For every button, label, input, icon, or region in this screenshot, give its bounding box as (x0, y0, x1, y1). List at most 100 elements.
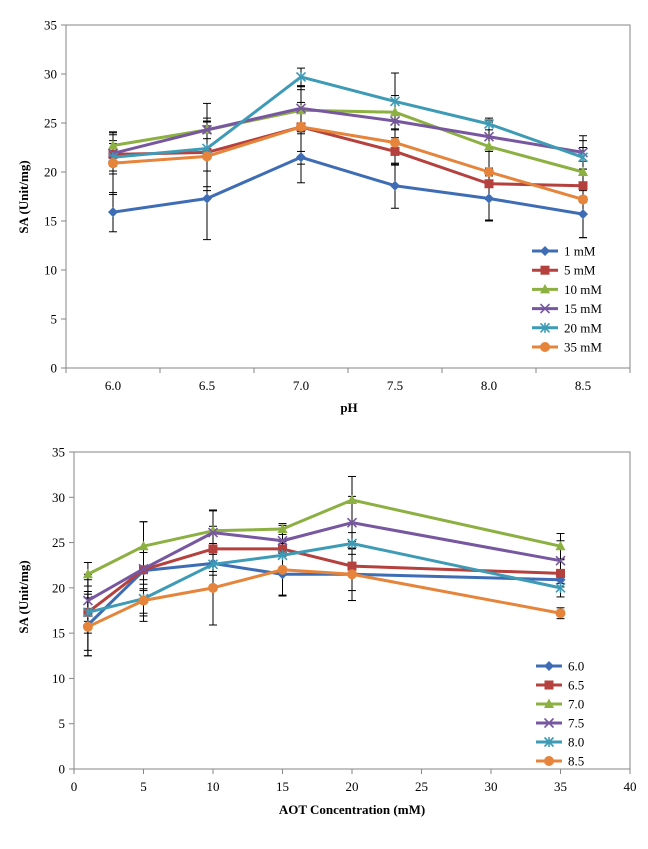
legend-marker (540, 283, 550, 294)
y-axis-title: SA (Unit/mg) (16, 160, 31, 233)
data-point (390, 146, 400, 156)
data-point (578, 181, 588, 191)
data-point (347, 569, 357, 580)
legend-marker (544, 680, 554, 690)
x-tick-label: 25 (415, 779, 428, 794)
series-line (87, 568, 561, 629)
legend-marker (540, 265, 550, 275)
y-tick-label: 15 (44, 214, 57, 229)
data-point (296, 121, 306, 132)
legend-label: 7.0 (568, 697, 584, 712)
y-tick-label: 5 (51, 312, 58, 327)
data-point (295, 71, 307, 83)
legend-label: 7.5 (568, 716, 584, 731)
x-tick-label: 7.0 (293, 378, 309, 393)
legend-marker (539, 303, 551, 314)
data-point (138, 563, 149, 574)
data-point (555, 608, 566, 619)
y-tick-label: 5 (59, 716, 66, 731)
legend-label: 1 mM (564, 244, 596, 259)
ph-chart: pH SA (Unit/mg) 0 5 10 15 20 25 30 35 6.0 6.5 7.0 7… (16, 18, 631, 415)
legend-marker (544, 756, 554, 766)
x-tick-label: 40 (624, 779, 637, 794)
series-line (112, 106, 584, 155)
x-tick-label: 8.0 (481, 378, 497, 393)
data-point (483, 131, 495, 142)
y-tick-label: 20 (44, 165, 57, 180)
y-tick-label: 35 (52, 445, 65, 460)
data-point (82, 621, 93, 632)
legend-label: 15 mM (564, 301, 602, 316)
x-tick-label: 6.0 (105, 378, 121, 393)
data-point (555, 555, 566, 566)
legend-marker (540, 342, 550, 352)
data-point (483, 118, 495, 130)
data-point (108, 140, 118, 150)
x-tick-label: 30 (485, 779, 498, 794)
data-point (390, 137, 400, 148)
y-tick-label: 0 (59, 762, 66, 777)
data-point (577, 152, 589, 163)
x-axis-title: AOT Concentration (mM) (279, 802, 425, 817)
data-point (138, 540, 149, 551)
x-tick-label: 35 (554, 779, 567, 794)
data-point (82, 607, 93, 618)
data-point (578, 209, 588, 220)
data-point (138, 595, 149, 606)
aot-chart: AOT Concentration (mM) SA (Unit/mg) 0 5 10… (16, 445, 637, 818)
data-point (389, 115, 401, 127)
series-line (112, 125, 584, 188)
legend-marker (544, 698, 554, 708)
legend-marker (539, 322, 551, 333)
data-point (346, 538, 358, 549)
x-tick-label: 5 (140, 779, 147, 794)
y-tick-label: 20 (52, 580, 65, 595)
x-tick-label: 15 (276, 779, 289, 794)
legend-label: 6.0 (568, 659, 584, 674)
data-point (484, 179, 494, 189)
data-point (556, 568, 565, 578)
data-point (82, 595, 93, 606)
y-axis-title: SA (Unit/mg) (16, 560, 31, 633)
data-point (277, 564, 288, 575)
data-point (346, 517, 358, 528)
y-tick-label: 10 (44, 263, 57, 278)
data-point (277, 550, 288, 561)
legend-label: 8.0 (568, 735, 584, 750)
data-point (208, 544, 218, 554)
data-point (484, 141, 494, 151)
y-tick-label: 30 (44, 67, 57, 82)
y-tick-label: 0 (51, 361, 58, 376)
data-point (555, 582, 566, 593)
data-point (201, 124, 213, 135)
y-tick-label: 25 (44, 116, 57, 131)
legend-label: 10 mM (564, 282, 602, 297)
legend-label: 6.5 (568, 678, 584, 693)
data-point (389, 96, 401, 107)
data-point (108, 207, 118, 218)
series-line (86, 561, 561, 627)
data-point (390, 106, 400, 117)
data-point (208, 582, 218, 593)
legend-marker (544, 661, 554, 671)
y-tick-label: 30 (52, 490, 65, 505)
x-tick-label: 6.5 (199, 378, 215, 393)
legend-marker (540, 246, 550, 256)
x-tick-label: 10 (207, 779, 220, 794)
data-point (202, 151, 212, 162)
data-point (207, 559, 219, 570)
series-line (112, 155, 584, 216)
data-point (578, 166, 588, 176)
legend-label: 35 mM (564, 340, 602, 355)
data-point (484, 193, 494, 204)
legend-label: 8.5 (568, 754, 584, 769)
legend-marker (543, 717, 555, 729)
data-point (207, 527, 219, 538)
data-point (296, 152, 306, 163)
data-point (578, 194, 588, 205)
x-axis-title: pH (340, 400, 357, 415)
series-line (112, 125, 584, 201)
series-line (86, 547, 561, 614)
data-point (108, 158, 118, 169)
x-tick-label: 8.5 (575, 378, 591, 393)
